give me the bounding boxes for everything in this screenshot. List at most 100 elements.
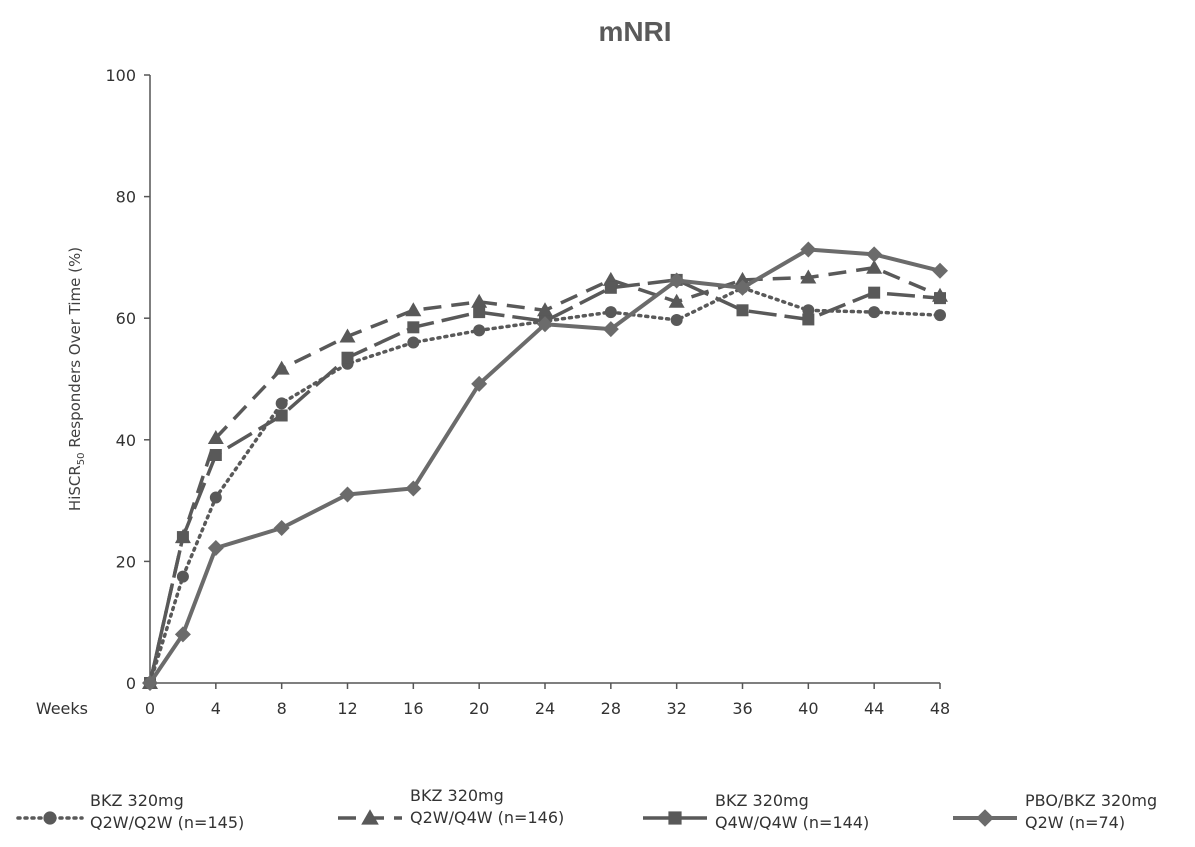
data-point-square-marker	[934, 292, 946, 305]
y-tick-label: 100	[105, 66, 136, 85]
data-point-square-marker	[802, 313, 815, 326]
data-point-diamond-marker	[537, 316, 553, 333]
y-axis-label: HiSCR50 Responders Over Time (%)	[66, 247, 87, 511]
data-point-diamond-marker	[976, 809, 994, 827]
x-tick-label: 32	[666, 699, 686, 718]
legend-swatch-longdash-square	[643, 811, 707, 825]
series-line-dotted	[148, 286, 942, 685]
series-line-longdash	[148, 278, 941, 684]
data-point-triangle-marker	[207, 429, 224, 444]
data-point-diamond-marker	[339, 486, 356, 503]
data-point-triangle-marker	[537, 302, 553, 317]
data-point-square-marker	[604, 281, 617, 294]
series-line-solid	[148, 247, 941, 685]
series-square-group	[144, 273, 946, 689]
data-point-square-marker	[176, 531, 189, 544]
data-point-circle-marker	[209, 491, 222, 504]
data-point-circle-marker	[604, 306, 617, 319]
y-tick-label: 60	[116, 309, 136, 328]
x-tick-label: 44	[864, 699, 884, 718]
data-point-triangle-marker	[800, 269, 817, 284]
data-point-square-marker	[209, 449, 222, 461]
series-layer	[142, 241, 948, 691]
legend-label-line2: Q2W/Q4W (n=146)	[410, 808, 565, 827]
chart-title: mNRI	[598, 16, 671, 47]
legend-label-line2: Q4W/Q4W (n=144)	[715, 813, 870, 832]
data-point-triangle-marker	[361, 809, 379, 825]
x-tick-label: 48	[930, 699, 950, 718]
data-point-diamond-marker	[602, 321, 619, 338]
data-point-square-marker	[868, 286, 881, 299]
data-point-triangle-marker	[339, 328, 356, 343]
legend-item-pbo-bkz: PBO/BKZ 320mg Q2W (n=74)	[945, 790, 1157, 834]
legend-label-line2: Q2W/Q2W (n=145)	[90, 813, 245, 832]
data-point-circle-marker	[473, 324, 486, 337]
y-axis-label-main: HiSCR	[66, 465, 84, 511]
x-tick-label: 24	[535, 699, 555, 718]
legend-swatch-dotted-circle	[16, 811, 84, 825]
legend-label-line1: PBO/BKZ 320mg	[1025, 791, 1158, 810]
legend-item-q2w-q2w: BKZ 320mg Q2W/Q2W (n=145)	[10, 790, 244, 834]
data-point-diamond-marker	[142, 675, 158, 691]
x-tick-label: 40	[798, 699, 818, 718]
data-point-diamond-marker	[932, 262, 948, 279]
data-point-triangle-marker	[405, 302, 422, 317]
data-point-square-marker	[736, 304, 749, 317]
data-point-circle-marker	[868, 306, 881, 319]
x-tick-label: 20	[469, 699, 489, 718]
x-tick-label: 16	[403, 699, 423, 718]
data-point-circle-marker	[934, 309, 946, 322]
legend-item-q2w-q4w: BKZ 320mg Q2W/Q4W (n=146)	[330, 786, 565, 834]
data-point-diamond-marker	[800, 241, 817, 258]
data-point-triangle-marker	[273, 360, 290, 375]
data-point-diamond-marker	[668, 272, 685, 289]
data-point-circle-marker	[802, 304, 815, 317]
data-point-circle-marker	[670, 314, 683, 327]
x-ticks: 0 4 8 12 16 20 24 28 32 36 40 44 48	[145, 683, 950, 718]
y-axis-label-subscript: 50	[76, 452, 87, 465]
legend-swatch-solid-diamond	[953, 809, 1017, 827]
data-point-square-marker	[275, 409, 288, 422]
x-tick-label: 0	[145, 699, 155, 718]
data-point-diamond-marker	[273, 519, 290, 536]
data-point-triangle-marker	[668, 293, 685, 308]
legend-label-line1: BKZ 320mg	[410, 786, 504, 805]
legend-item-q4w-q4w: BKZ 320mg Q4W/Q4W (n=144)	[635, 790, 869, 834]
data-point-circle-marker	[407, 336, 420, 349]
data-point-diamond-marker	[866, 246, 883, 263]
y-tick-label: 40	[116, 431, 136, 450]
legend-label-line1: BKZ 320mg	[90, 791, 184, 810]
data-point-triangle-marker	[866, 259, 883, 274]
data-point-diamond-marker	[734, 279, 751, 296]
series-circle-group	[144, 281, 946, 689]
y-tick-label: 20	[116, 552, 136, 571]
x-tick-label: 12	[337, 699, 357, 718]
x-tick-label: 28	[601, 699, 621, 718]
x-tick-label: 4	[211, 699, 221, 718]
y-ticks: 0 20 40 60 80 100	[105, 66, 150, 693]
legend-label-line2: Q2W (n=74)	[1025, 813, 1126, 832]
data-point-square-marker	[473, 306, 486, 319]
data-point-square-marker	[341, 351, 354, 364]
legend-label-line1: BKZ 320mg	[715, 791, 809, 810]
data-point-square-marker	[407, 321, 420, 334]
data-point-square-marker	[668, 811, 682, 825]
data-point-circle-marker	[275, 397, 288, 410]
legend: BKZ 320mg Q2W/Q2W (n=145) BKZ 320mg Q2W/…	[0, 786, 1195, 847]
data-point-diamond-marker	[471, 375, 488, 392]
data-point-diamond-marker	[207, 540, 224, 557]
y-tick-label: 0	[126, 674, 136, 693]
x-axis-label: Weeks	[36, 699, 88, 718]
x-tick-label: 36	[732, 699, 752, 718]
y-tick-label: 80	[116, 188, 136, 207]
data-point-triangle-marker	[471, 293, 488, 308]
series-diamond-group	[142, 241, 948, 691]
data-point-diamond-marker	[405, 480, 422, 497]
data-point-circle-marker	[176, 570, 189, 583]
data-point-circle-marker	[43, 811, 57, 825]
x-tick-label: 8	[277, 699, 287, 718]
legend-swatch-dashed-triangle	[338, 809, 402, 825]
data-point-triangle-marker	[734, 271, 751, 286]
data-point-diamond-marker	[174, 626, 191, 643]
